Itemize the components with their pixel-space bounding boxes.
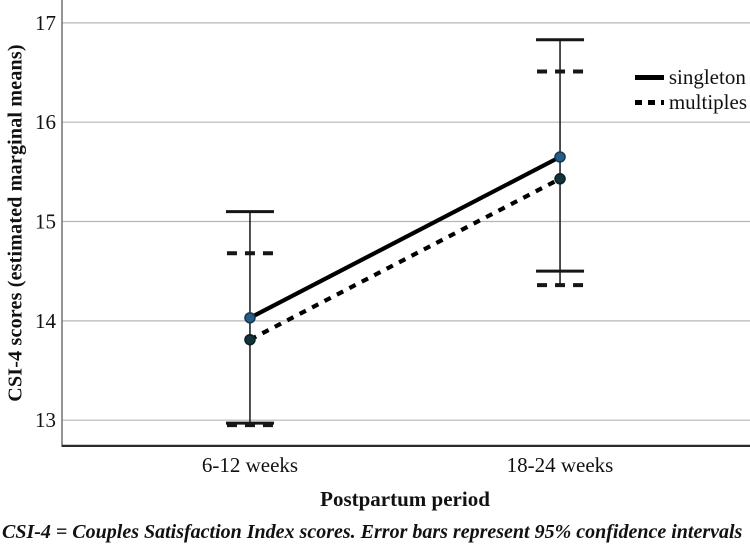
y-axis-title: CSI-4 scores (estimated marginal means) xyxy=(4,44,27,402)
figure-caption: CSI-4 = Couples Satisfaction Index score… xyxy=(2,521,743,543)
data-point-multiples xyxy=(554,173,566,185)
y-tick-label: 13 xyxy=(35,408,56,432)
legend-item-multiples: multiples xyxy=(634,90,747,114)
chart-plot-area: 13 14 15 16 17 xyxy=(35,0,750,447)
solid-line-icon xyxy=(634,74,664,80)
series-line-multiples xyxy=(248,176,562,342)
y-tick-label: 14 xyxy=(35,309,57,333)
y-tick-label: 15 xyxy=(35,210,56,234)
dotted-line-icon xyxy=(634,99,664,105)
x-tick-label-6-12-weeks: 6-12 weeks xyxy=(201,453,299,477)
y-tick-label: 16 xyxy=(35,110,56,134)
y-tick-label: 17 xyxy=(35,11,56,35)
data-point-singleton xyxy=(554,151,566,163)
legend-item-singleton: singleton xyxy=(634,65,747,89)
series-line-singleton xyxy=(248,155,562,320)
data-point-singleton xyxy=(244,312,256,324)
data-point-multiples xyxy=(244,333,256,346)
x-axis-title: Postpartum period xyxy=(320,487,490,511)
legend: singleton multiples xyxy=(634,65,747,114)
x-tick-label-18-24-weeks: 18-24 weeks xyxy=(506,453,614,477)
legend-label-singleton: singleton xyxy=(668,65,746,89)
legend-label-multiples: multiples xyxy=(668,90,747,114)
